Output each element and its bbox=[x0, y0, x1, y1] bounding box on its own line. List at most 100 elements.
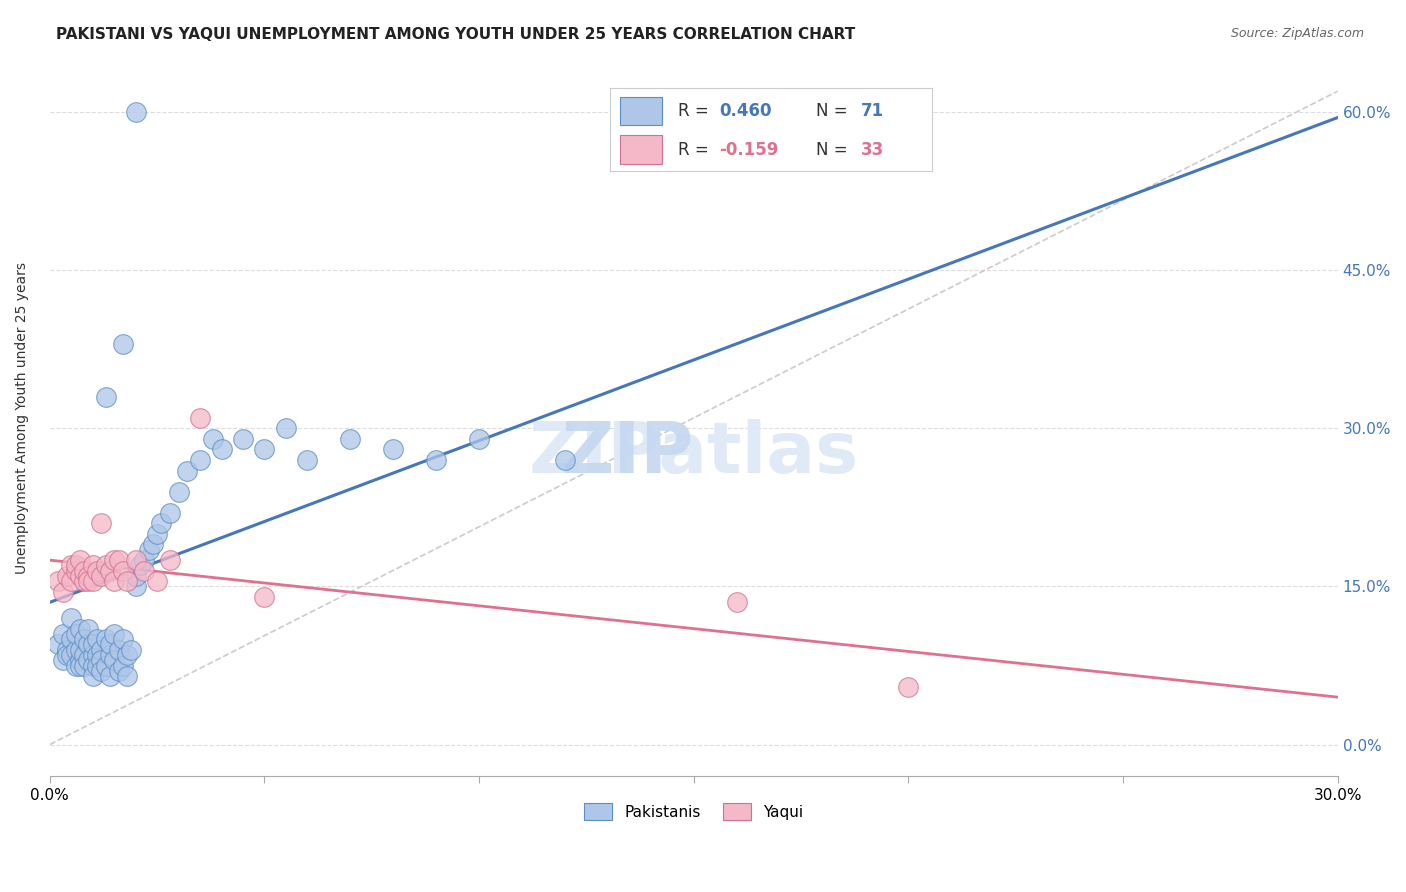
Text: ZIPatlas: ZIPatlas bbox=[529, 419, 859, 488]
Point bbox=[90, 642, 112, 657]
Point bbox=[65, 658, 87, 673]
Point bbox=[82, 669, 104, 683]
Point bbox=[65, 564, 87, 578]
Point bbox=[69, 622, 91, 636]
Point bbox=[65, 558, 87, 573]
Point bbox=[86, 632, 108, 647]
Point bbox=[134, 553, 156, 567]
Point bbox=[897, 680, 920, 694]
Point bbox=[82, 574, 104, 589]
Point bbox=[86, 648, 108, 662]
Point bbox=[73, 648, 96, 662]
Point bbox=[188, 453, 211, 467]
Text: PAKISTANI VS YAQUI UNEMPLOYMENT AMONG YOUTH UNDER 25 YEARS CORRELATION CHART: PAKISTANI VS YAQUI UNEMPLOYMENT AMONG YO… bbox=[56, 27, 855, 42]
Point bbox=[382, 442, 405, 457]
Point bbox=[201, 432, 224, 446]
Point bbox=[115, 648, 138, 662]
Point bbox=[138, 542, 160, 557]
Point bbox=[159, 506, 181, 520]
Point bbox=[77, 622, 100, 636]
Point bbox=[69, 658, 91, 673]
Point bbox=[69, 569, 91, 583]
Point bbox=[98, 669, 121, 683]
Point bbox=[77, 574, 100, 589]
Point bbox=[103, 627, 125, 641]
Point bbox=[103, 574, 125, 589]
Point bbox=[82, 558, 104, 573]
Point bbox=[90, 516, 112, 531]
Point bbox=[111, 564, 134, 578]
Point bbox=[232, 432, 254, 446]
Point bbox=[60, 574, 83, 589]
Point bbox=[69, 553, 91, 567]
Point bbox=[60, 648, 83, 662]
Point bbox=[111, 632, 134, 647]
Point bbox=[134, 564, 156, 578]
Point bbox=[146, 574, 169, 589]
Point bbox=[56, 569, 79, 583]
Point bbox=[52, 584, 75, 599]
Point bbox=[90, 653, 112, 667]
Point bbox=[94, 390, 117, 404]
Point bbox=[274, 421, 297, 435]
Point bbox=[725, 595, 748, 609]
Point bbox=[77, 637, 100, 651]
Point bbox=[48, 574, 70, 589]
Point bbox=[82, 637, 104, 651]
Point bbox=[111, 337, 134, 351]
Point bbox=[60, 611, 83, 625]
Point bbox=[253, 590, 276, 604]
Point bbox=[107, 664, 129, 678]
Point bbox=[554, 453, 576, 467]
Point bbox=[125, 569, 148, 583]
Point bbox=[107, 553, 129, 567]
Point bbox=[56, 642, 79, 657]
Point bbox=[82, 658, 104, 673]
Point bbox=[73, 564, 96, 578]
Point bbox=[146, 526, 169, 541]
Point bbox=[94, 558, 117, 573]
Point bbox=[56, 648, 79, 662]
Point bbox=[125, 580, 148, 594]
Point bbox=[339, 432, 361, 446]
Point bbox=[211, 442, 233, 457]
Point bbox=[65, 642, 87, 657]
Point bbox=[69, 653, 91, 667]
Point bbox=[468, 432, 491, 446]
Y-axis label: Unemployment Among Youth under 25 years: Unemployment Among Youth under 25 years bbox=[15, 262, 30, 574]
Point bbox=[60, 632, 83, 647]
Point bbox=[125, 553, 148, 567]
Point bbox=[65, 627, 87, 641]
Point bbox=[107, 642, 129, 657]
Point bbox=[103, 553, 125, 567]
Point bbox=[73, 574, 96, 589]
Point bbox=[253, 442, 276, 457]
Point bbox=[98, 648, 121, 662]
Point bbox=[60, 558, 83, 573]
Point bbox=[77, 569, 100, 583]
Point bbox=[176, 464, 198, 478]
Point bbox=[115, 669, 138, 683]
Point bbox=[111, 658, 134, 673]
Point bbox=[52, 653, 75, 667]
Point bbox=[115, 574, 138, 589]
Legend: Pakistanis, Yaqui: Pakistanis, Yaqui bbox=[578, 797, 810, 826]
Point bbox=[90, 569, 112, 583]
Point bbox=[69, 642, 91, 657]
Point bbox=[98, 564, 121, 578]
Point bbox=[103, 653, 125, 667]
Point bbox=[86, 658, 108, 673]
Point bbox=[73, 658, 96, 673]
Point bbox=[167, 484, 190, 499]
Point bbox=[188, 410, 211, 425]
Point bbox=[52, 627, 75, 641]
Point bbox=[73, 632, 96, 647]
Point bbox=[129, 558, 152, 573]
Point bbox=[90, 664, 112, 678]
Point bbox=[425, 453, 447, 467]
Point bbox=[98, 637, 121, 651]
Point bbox=[94, 632, 117, 647]
Text: ZIP: ZIP bbox=[561, 419, 693, 488]
Point bbox=[48, 637, 70, 651]
Point bbox=[86, 564, 108, 578]
